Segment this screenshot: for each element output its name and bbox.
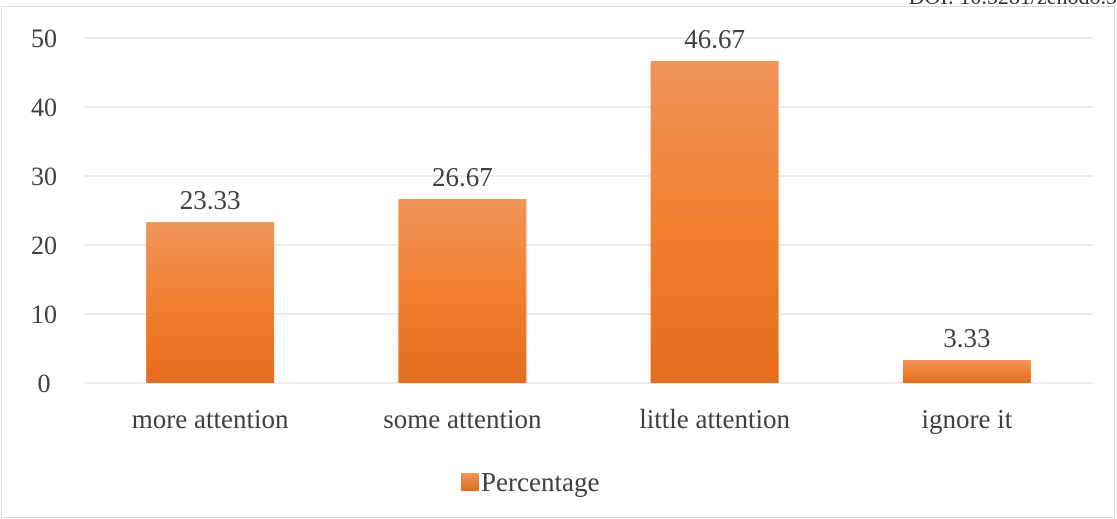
- y-tick-label: 20: [31, 231, 57, 260]
- category-label: some attention: [383, 404, 542, 434]
- legend: Percentage: [461, 467, 599, 497]
- category-label: more attention: [132, 404, 289, 434]
- legend-swatch: [461, 473, 479, 491]
- bar: [146, 222, 275, 383]
- y-tick-label: 50: [31, 24, 57, 53]
- data-label: 3.33: [943, 323, 990, 353]
- y-tick-label: 40: [31, 93, 57, 122]
- data-label: 46.67: [684, 24, 745, 54]
- y-tick-label: 30: [31, 162, 57, 191]
- y-axis-ticks: 0 10 20 30 40 50: [31, 24, 57, 398]
- category-label: little attention: [639, 404, 790, 434]
- bars: [146, 60, 1031, 384]
- category-labels: more attention some attention little atten…: [132, 404, 1013, 434]
- legend-label: Percentage: [481, 467, 599, 497]
- y-tick-label: 0: [38, 369, 51, 398]
- bar: [902, 360, 1031, 383]
- bar: [398, 198, 527, 383]
- bar: [650, 60, 779, 384]
- data-labels: 23.33 26.67 46.67 3.33: [180, 24, 991, 353]
- y-tick-label: 10: [31, 300, 57, 329]
- data-label: 23.33: [180, 185, 241, 215]
- header-doi-text: DOI: 10.5281/zenodo.5: [909, 0, 1117, 10]
- category-label: ignore it: [922, 404, 1013, 434]
- data-label: 26.67: [432, 162, 493, 192]
